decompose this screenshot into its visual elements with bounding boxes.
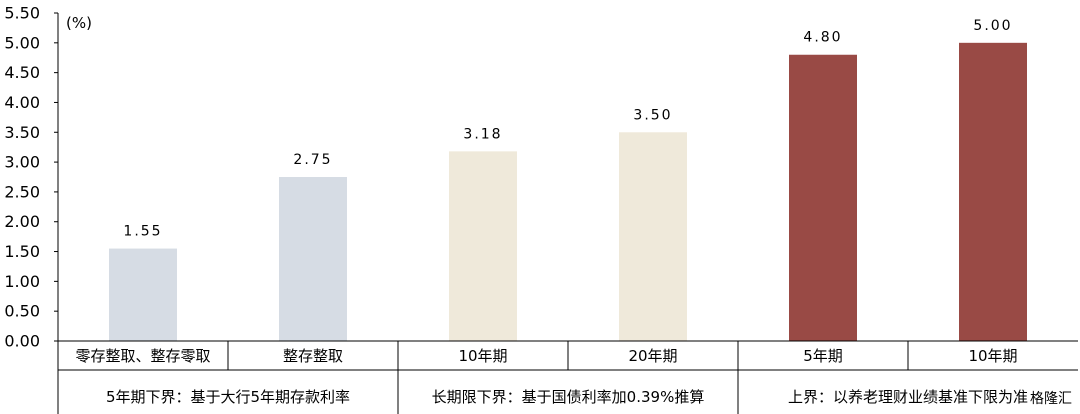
bar-series <box>109 42 1027 342</box>
bar-6 <box>959 42 1027 342</box>
y-tick-label: 5.00 <box>4 33 40 52</box>
y-tick-label: 0.00 <box>4 332 40 351</box>
watermark-text: 格隆汇 <box>1030 391 1072 407</box>
x-axis: 零存整取、整存零取 整存整取 10年期 20年期 5年期 10年期 5年期下界：基于大行5年… <box>57 340 1078 414</box>
x-category-label: 5年期 <box>803 347 843 365</box>
y-tick-label: 1.50 <box>4 242 40 261</box>
x-category-label: 零存整取、整存零取 <box>75 347 210 365</box>
x-category-label: 整存整取 <box>283 347 343 365</box>
data-label: 1.55 <box>123 224 162 240</box>
bar-4 <box>619 132 687 341</box>
y-tick-label: 3.00 <box>4 153 40 172</box>
y-tick-label: 3.50 <box>4 123 40 142</box>
bar-5 <box>789 54 857 341</box>
data-labels: 1.55 2.75 3.18 3.50 4.80 5.00 <box>123 18 1012 240</box>
x-group-label: 5年期下界：基于大行5年期存款利率 <box>106 388 350 406</box>
x-category-label: 20年期 <box>628 347 677 365</box>
data-label: 3.50 <box>633 107 672 123</box>
data-label: 2.75 <box>293 152 332 168</box>
y-tick-label: 4.00 <box>4 93 40 112</box>
data-label: 5.00 <box>973 18 1012 34</box>
bar-3 <box>449 151 517 341</box>
y-tick-label: 5.50 <box>4 4 40 23</box>
y-tick-label: 2.50 <box>4 182 40 201</box>
y-tick-label: 4.50 <box>4 63 40 82</box>
y-tick-label: 0.50 <box>4 302 40 321</box>
x-group-label: 上界：以养老理财业绩基准下限为准 <box>788 388 1028 406</box>
x-category-label: 10年期 <box>458 347 507 365</box>
x-category-label: 10年期 <box>968 347 1017 365</box>
bar-1 <box>109 248 177 341</box>
y-axis: 0.00 0.50 1.00 1.50 2.00 2.50 3.00 3.50 4.00 4.50… <box>4 4 59 351</box>
x-group-label: 长期限下界：基于国债利率加0.39%推算 <box>432 388 705 406</box>
y-tick-label: 1.00 <box>4 272 40 291</box>
data-label: 3.18 <box>463 126 502 142</box>
y-tick-label: 2.00 <box>4 212 40 231</box>
data-label: 4.80 <box>803 30 842 46</box>
y-axis-unit-label: (%) <box>66 14 92 32</box>
bar-2 <box>279 177 347 341</box>
